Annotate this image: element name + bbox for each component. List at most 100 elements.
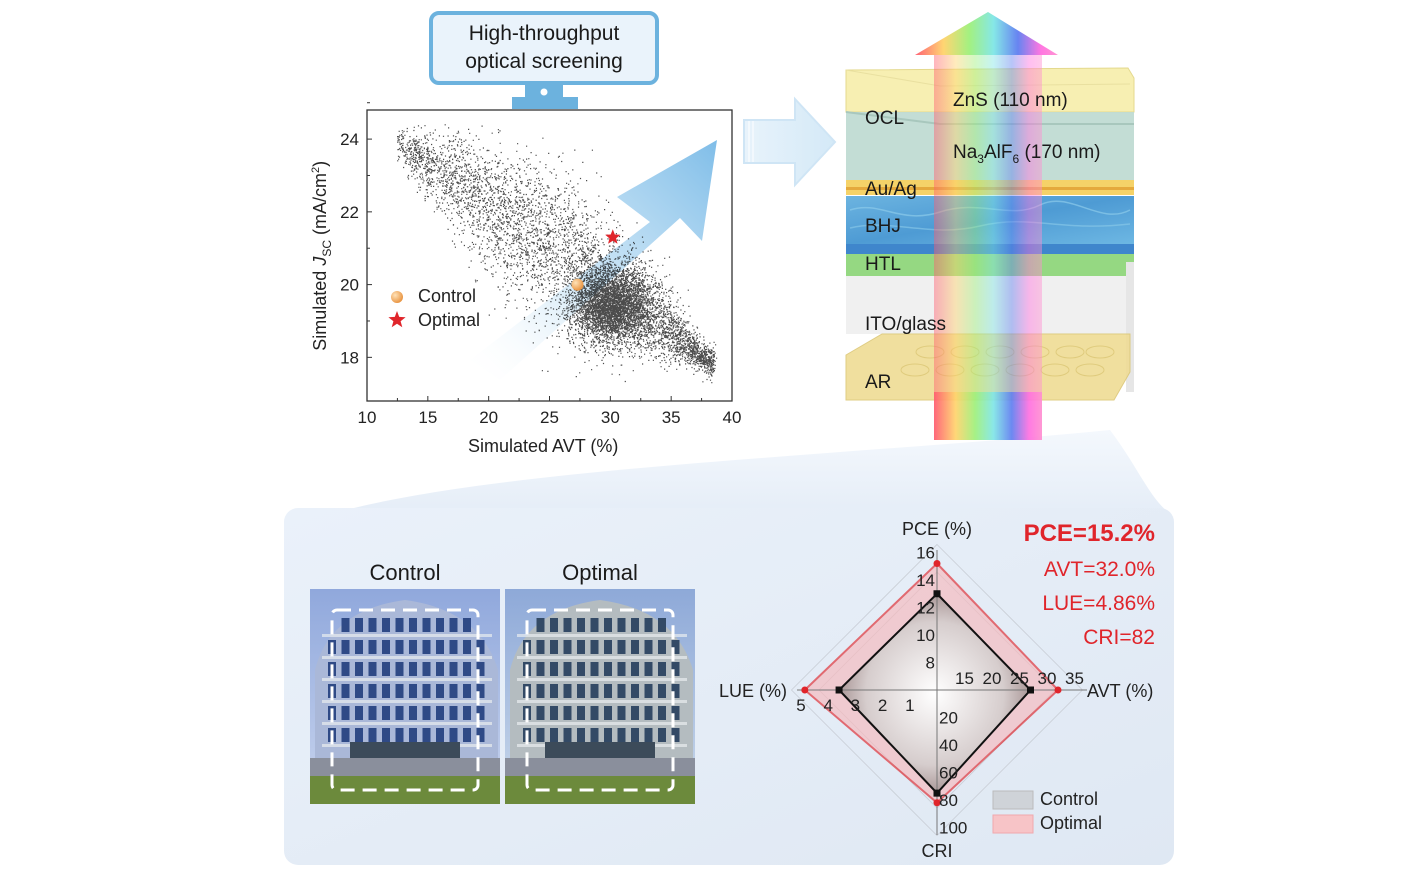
- window: [590, 618, 599, 632]
- window: [590, 684, 599, 698]
- window: [550, 684, 558, 698]
- legend-control-marker: [391, 291, 403, 303]
- window: [463, 618, 471, 632]
- radar-axis-name: CRI: [922, 841, 953, 861]
- window: [536, 662, 545, 676]
- radar-tick-label: 100: [939, 819, 967, 838]
- radar-tick-label: 60: [939, 764, 958, 783]
- x-tick-label: 10: [358, 408, 377, 427]
- entrance: [545, 742, 655, 758]
- photo-control: [310, 589, 500, 804]
- grass: [310, 775, 500, 804]
- window: [395, 662, 404, 676]
- radar-control-marker: [1027, 686, 1034, 694]
- window: [382, 618, 390, 632]
- ylabel-end: ): [310, 160, 331, 167]
- window: [671, 684, 680, 698]
- window: [436, 618, 444, 632]
- window: [604, 684, 612, 698]
- window: [382, 640, 390, 654]
- window: [355, 728, 363, 742]
- floor-band: [517, 700, 687, 703]
- window: [368, 618, 377, 632]
- radar-legend-control-swatch: [992, 790, 1034, 810]
- optimal-point: [605, 229, 621, 244]
- radar-tick-label: 10: [916, 626, 935, 645]
- window: [355, 684, 363, 698]
- window: [463, 640, 471, 654]
- window: [563, 684, 572, 698]
- window: [550, 706, 558, 720]
- radar-tick-label: 12: [916, 599, 935, 618]
- legend-optimal-marker: [388, 311, 406, 328]
- window: [536, 728, 545, 742]
- x-tick-label: 25: [540, 408, 559, 427]
- window: [536, 684, 545, 698]
- window: [563, 662, 572, 676]
- floor-band: [517, 678, 687, 681]
- radar-legend-optimal-swatch: [992, 814, 1034, 834]
- window: [409, 618, 417, 632]
- window: [536, 618, 545, 632]
- window: [436, 640, 444, 654]
- window: [536, 640, 545, 654]
- radar-control-marker: [933, 789, 941, 797]
- radar-tick-label: 3: [851, 696, 860, 715]
- photo-title-optimal: Optimal: [562, 560, 638, 585]
- window: [577, 640, 585, 654]
- na-sub2: 6: [1012, 151, 1020, 166]
- window: [604, 706, 612, 720]
- floor-band: [322, 656, 492, 659]
- window: [355, 706, 363, 720]
- scatter-plot: 10 15 20 25 30 35 40 18 20 22 24: [340, 102, 741, 427]
- radar-legend-optimal: Optimal: [1040, 813, 1103, 833]
- window: [422, 684, 431, 698]
- window: [449, 618, 458, 632]
- window: [341, 728, 350, 742]
- plaza: [310, 758, 500, 776]
- window: [395, 706, 404, 720]
- dashed-frame: [525, 608, 675, 792]
- window: [368, 684, 377, 698]
- window: [658, 640, 666, 654]
- window: [550, 728, 558, 742]
- na-sub1: 3: [977, 151, 984, 166]
- floor-band: [322, 634, 492, 637]
- floor-band: [322, 678, 492, 681]
- flow-arrow: [743, 96, 837, 188]
- window: [476, 728, 485, 742]
- window: [604, 640, 612, 654]
- window: [341, 618, 350, 632]
- radar-axis-name: PCE (%): [902, 519, 972, 539]
- window: [436, 706, 444, 720]
- window: [631, 618, 639, 632]
- scatter-cloud: [397, 124, 718, 384]
- x-tick-label: 30: [601, 408, 620, 427]
- scatter-legend-control: Control: [418, 286, 477, 306]
- photo-optimal: [505, 589, 695, 804]
- window: [617, 684, 626, 698]
- window: [382, 728, 390, 742]
- window: [463, 684, 471, 698]
- x-tick-label: 15: [418, 408, 437, 427]
- scatter-points: [397, 124, 718, 384]
- window: [577, 662, 585, 676]
- radar-tick-label: 20: [983, 669, 1002, 688]
- floor-band: [322, 700, 492, 703]
- window: [355, 662, 363, 676]
- scatter-ylabel: Simulated JSC (mA/cm2): [310, 146, 334, 366]
- metric-avt: AVT=32.0%: [1043, 558, 1155, 581]
- radar-tick-label: 4: [823, 696, 832, 715]
- window: [644, 706, 653, 720]
- window: [617, 618, 626, 632]
- window: [476, 706, 485, 720]
- scatter-frame: [366, 109, 733, 402]
- y-tick-label: 24: [340, 130, 359, 149]
- window: [631, 662, 639, 676]
- dashed-frame: [330, 608, 480, 792]
- window: [577, 728, 585, 742]
- layer-label-htl: HTL: [865, 254, 901, 275]
- window: [577, 618, 585, 632]
- photo-title-control: Control: [369, 560, 441, 585]
- grass: [505, 775, 695, 804]
